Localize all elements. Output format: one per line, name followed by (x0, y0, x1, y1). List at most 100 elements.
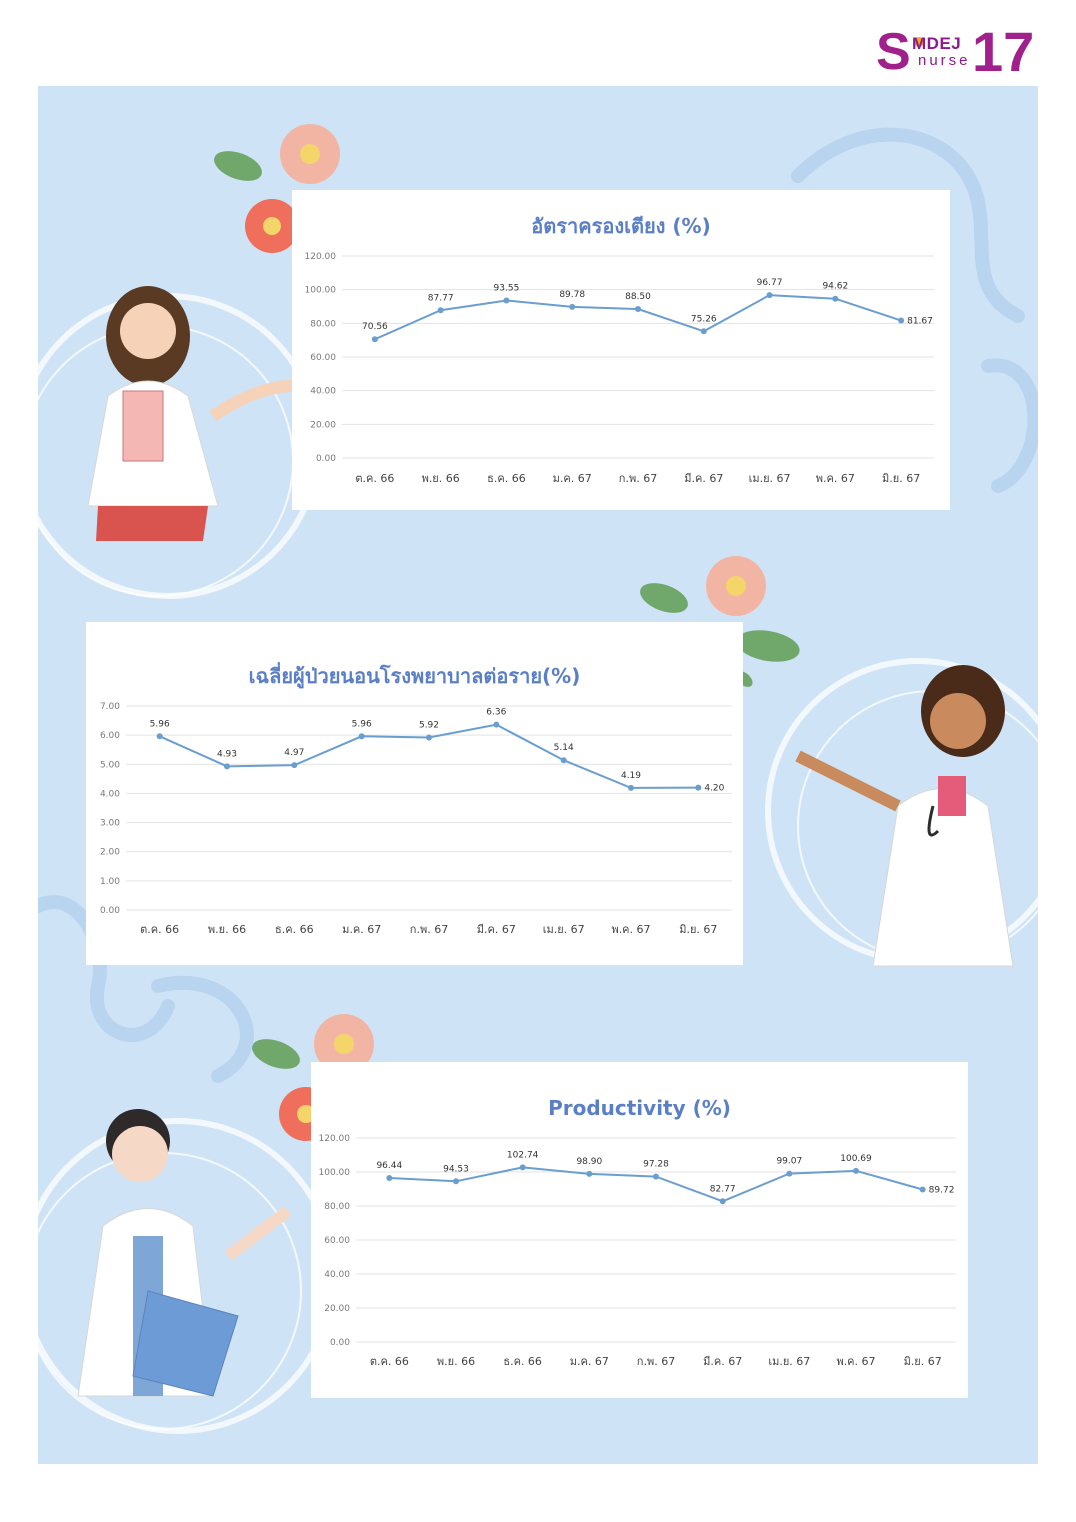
line-chart-bed-occupancy: 0.00 20.00 40.00 60.00 80.00 100.00 120.00 70.5… (305, 252, 934, 485)
data-point (766, 292, 773, 299)
data-label: 4.19 (621, 771, 641, 781)
chart-card-avg-length-of-stay: เฉลี่ยผู้ป่วยนอนโรงพยาบาลต่อราย(%) 0.00 1… (86, 622, 743, 965)
y-tick-label: 0.00 (316, 454, 336, 464)
y-tick-label: 40.00 (324, 1270, 350, 1280)
data-label: 4.20 (704, 784, 724, 794)
decorative-swirls (38, 124, 1038, 1434)
y-tick-label: 60.00 (310, 353, 336, 363)
x-tick-label: เม.ย. 67 (749, 472, 791, 485)
data-point (560, 757, 567, 764)
x-tick-label: ม.ค. 67 (342, 923, 381, 936)
x-tick-label: พ.ค. 67 (816, 472, 855, 485)
logo-number: 17 (972, 20, 1035, 83)
chart-title: อัตราครองเตียง (%) (531, 214, 711, 238)
data-point (371, 336, 378, 343)
x-tick-label: เม.ย. 67 (543, 923, 585, 936)
line-chart-productivity: 0.00 20.00 40.00 60.00 80.00 100.00 120.00 96.4… (319, 1134, 956, 1368)
x-tick-label: มี.ค. 67 (684, 472, 723, 485)
data-point (898, 317, 905, 324)
data-label: 89.72 (929, 1185, 955, 1195)
x-tick-label: ต.ค. 66 (140, 923, 179, 936)
logo-dot-icon (914, 37, 924, 47)
data-point (569, 303, 576, 310)
x-tick-label: มิ.ย. 67 (882, 472, 920, 485)
x-tick-label: ธ.ค. 66 (275, 923, 314, 936)
data-point (653, 1173, 659, 1180)
data-point (503, 297, 510, 304)
x-tick-label: พ.ค. 67 (611, 923, 650, 936)
data-point (358, 733, 365, 740)
x-tick-label: มิ.ย. 67 (904, 1355, 942, 1368)
data-label: 75.26 (691, 314, 717, 324)
x-tick-label: ต.ค. 66 (370, 1355, 409, 1368)
data-point (156, 733, 163, 740)
data-label: 96.44 (376, 1161, 402, 1171)
y-tick-label: 1.00 (100, 877, 120, 887)
data-label: 5.96 (352, 719, 372, 729)
y-tick-label: 100.00 (319, 1168, 351, 1178)
x-tick-label: ธ.ค. 66 (487, 472, 526, 485)
data-point (519, 1164, 526, 1171)
data-label: 82.77 (710, 1184, 736, 1194)
data-label: 93.55 (494, 284, 520, 294)
y-tick-label: 20.00 (324, 1304, 350, 1314)
x-tick-label: ม.ค. 67 (553, 472, 592, 485)
x-tick-label: ก.พ. 67 (410, 923, 448, 936)
y-tick-label: 20.00 (310, 420, 336, 430)
y-tick-label: 100.00 (305, 286, 337, 296)
data-point (224, 763, 230, 770)
data-label: 89.78 (559, 290, 585, 300)
data-label: 98.90 (576, 1157, 602, 1167)
x-tick-label: ต.ค. 66 (355, 472, 394, 485)
data-label: 99.07 (776, 1157, 802, 1167)
data-point (386, 1175, 393, 1182)
data-label: 5.96 (150, 719, 170, 729)
x-tick-label: มี.ค. 67 (477, 923, 516, 936)
data-label: 94.53 (443, 1164, 469, 1174)
logo-text-mdej: MDEJ (912, 34, 962, 53)
x-tick-label: ก.พ. 67 (619, 472, 657, 485)
data-point (635, 306, 641, 313)
data-point (628, 784, 634, 791)
data-point (437, 307, 444, 314)
data-label: 87.77 (428, 293, 454, 303)
data-label: 6.36 (486, 708, 506, 718)
y-tick-label: 5.00 (100, 760, 120, 770)
logo-text-nurse: nurse (918, 52, 971, 69)
x-tick-label: พ.ย. 66 (208, 923, 246, 936)
chart-card-bed-occupancy: อัตราครองเตียง (%) 0.00 20.00 40.00 60.00 80… (292, 190, 950, 510)
y-tick-label: 2.00 (100, 848, 120, 858)
y-tick-label: 4.00 (100, 789, 120, 799)
y-tick-label: 7.00 (100, 702, 120, 712)
y-tick-label: 60.00 (324, 1236, 350, 1246)
data-label: 81.67 (907, 317, 933, 327)
x-tick-label: พ.ย. 66 (422, 472, 460, 485)
chart-title: เฉลี่ยผู้ป่วยนอนโรงพยาบาลต่อราย(%) (248, 664, 581, 688)
data-point (586, 1170, 593, 1177)
x-tick-label: ก.พ. 67 (637, 1355, 675, 1368)
y-tick-label: 120.00 (319, 1134, 351, 1144)
logo-letter-s: S (876, 23, 911, 81)
y-tick-label: 40.00 (310, 387, 336, 397)
somdej-nurse-17-logo: S MDEJ nurse 17 (872, 22, 1037, 84)
data-label: 5.92 (419, 720, 439, 730)
data-point (426, 734, 432, 741)
chart-title: Productivity (%) (548, 1096, 731, 1120)
y-tick-label: 80.00 (310, 319, 336, 329)
data-label: 97.28 (643, 1160, 669, 1170)
data-label: 4.93 (217, 749, 237, 759)
data-point (853, 1167, 859, 1174)
data-point (291, 762, 298, 769)
data-label: 96.77 (757, 278, 783, 288)
x-tick-label: มี.ค. 67 (703, 1355, 742, 1368)
data-point (453, 1178, 459, 1185)
x-tick-label: ม.ค. 67 (570, 1355, 609, 1368)
data-point (919, 1186, 926, 1193)
data-point (493, 721, 500, 728)
y-tick-label: 120.00 (305, 252, 337, 262)
data-label: 5.14 (554, 743, 574, 753)
x-tick-label: พ.ค. 67 (836, 1355, 875, 1368)
y-tick-label: 3.00 (100, 819, 120, 829)
series-line (159, 723, 699, 789)
x-tick-label: พ.ย. 66 (437, 1355, 475, 1368)
